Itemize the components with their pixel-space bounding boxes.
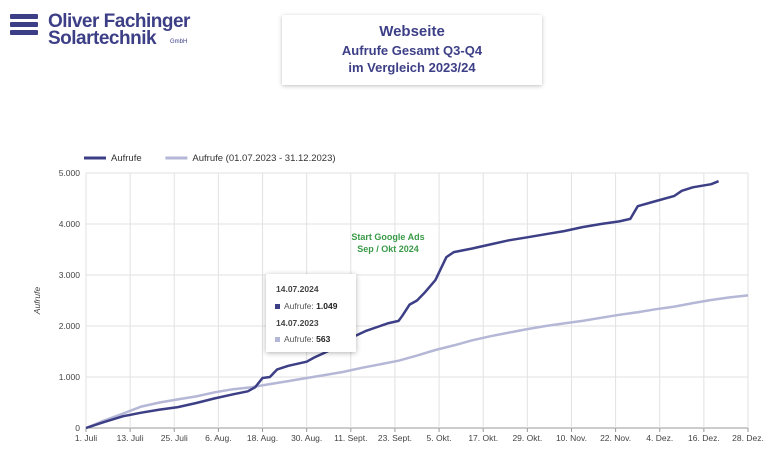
logo-line2: Solartechnik: [48, 28, 157, 49]
y-tick-label: 4.000: [59, 219, 81, 229]
title-box: Webseite Aufrufe Gesamt Q3-Q4 im Verglei…: [282, 15, 542, 85]
x-tick-label: 29. Okt.: [512, 433, 542, 443]
y-tick-label: 1.000: [59, 372, 81, 382]
annotation-line1: Start Google Ads: [351, 232, 424, 242]
tooltip-label-previous: Aufrufe:: [284, 334, 314, 344]
legend-label-previous: Aufrufe (01.07.2023 - 31.12.2023): [192, 153, 335, 164]
tooltip-row-previous: Aufrufe: 563: [272, 334, 330, 344]
y-tick-label: 2.000: [59, 321, 81, 331]
title-line1: Webseite: [379, 23, 445, 40]
x-tick-label: 6. Aug.: [205, 433, 231, 443]
x-tick-label: 22. Nov.: [600, 433, 631, 443]
x-tick-label: 25. Juli: [161, 433, 188, 443]
tooltip-value-current: 1.049: [316, 301, 338, 311]
y-tick-label: 0: [75, 423, 80, 433]
tooltip-swatch-current: [275, 304, 280, 309]
x-tick-label: 10. Nov.: [556, 433, 587, 443]
x-tick-label: 30. Aug.: [291, 433, 322, 443]
y-axis-label: Aufrufe: [32, 287, 42, 316]
series-line-previous: [85, 294, 749, 430]
x-tick-label: 13. Juli: [117, 433, 144, 443]
x-tick-label: 23. Sept.: [378, 433, 412, 443]
logo-mark-icon: [10, 14, 38, 40]
x-tick-label: 4. Dez.: [646, 433, 673, 443]
tooltip-date-previous: 14.07.2023: [276, 318, 319, 328]
x-tick-label: 17. Okt.: [468, 433, 498, 443]
x-tick-label: 16. Dez.: [688, 433, 720, 443]
tooltip-label-current: Aufrufe:: [284, 301, 314, 311]
annotation-line2: Sep / Okt 2024: [357, 244, 419, 254]
logo-line1: Oliver Fachinger: [48, 11, 190, 32]
y-tick-label: 3.000: [59, 270, 81, 280]
tooltip-value-previous: 563: [316, 334, 331, 344]
logo-suffix: GmbH: [170, 39, 188, 45]
x-tick-label: 18. Aug.: [247, 433, 278, 443]
legend-label-current: Aufrufe: [111, 153, 142, 164]
y-tick-label: 5.000: [59, 168, 81, 178]
tooltip-row-current: Aufrufe: 1.049: [272, 301, 337, 311]
tooltip-date-current: 14.07.2024: [276, 284, 319, 294]
series-line-current: [85, 180, 720, 430]
chart-tooltip: 14.07.2024 Aufrufe: 1.049 14.07.2023 Auf…: [266, 274, 356, 352]
title-line3: im Vergleich 2023/24: [348, 60, 476, 75]
x-tick-label: 28. Dez.: [732, 433, 764, 443]
x-tick-label: 1. Juli: [75, 433, 97, 443]
title-line2: Aufrufe Gesamt Q3-Q4: [341, 43, 483, 58]
company-logo: Oliver Fachinger Solartechnik GmbH: [10, 10, 200, 50]
x-tick-label: 11. Sept.: [334, 433, 367, 443]
tooltip-swatch-previous: [275, 337, 280, 342]
x-tick-label: 5. Okt.: [427, 433, 452, 443]
